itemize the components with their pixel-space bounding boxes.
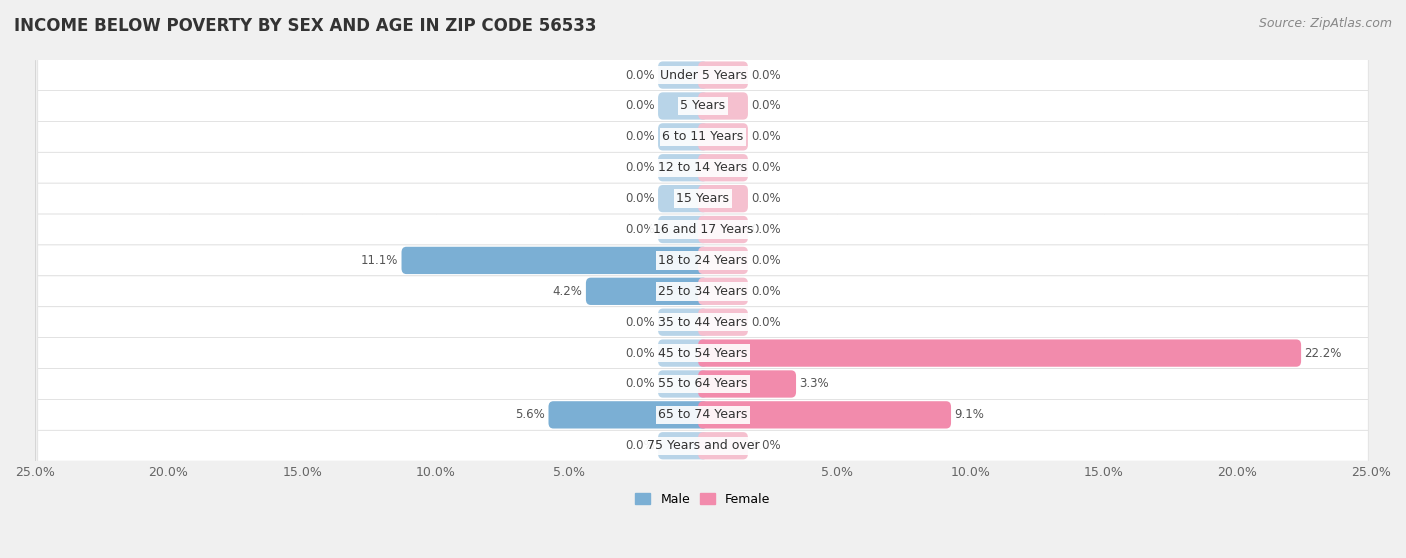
Text: 25 to 34 Years: 25 to 34 Years [658,285,748,298]
Text: 5 Years: 5 Years [681,99,725,113]
FancyBboxPatch shape [38,60,1368,90]
FancyBboxPatch shape [38,214,1368,245]
Text: 0.0%: 0.0% [751,69,780,81]
Text: 12 to 14 Years: 12 to 14 Years [658,161,748,174]
Text: 45 to 54 Years: 45 to 54 Years [658,347,748,359]
FancyBboxPatch shape [658,339,707,367]
Text: 0.0%: 0.0% [751,131,780,143]
Text: 0.0%: 0.0% [751,254,780,267]
FancyBboxPatch shape [658,371,707,398]
FancyBboxPatch shape [38,368,1368,400]
FancyBboxPatch shape [699,216,748,243]
FancyBboxPatch shape [658,61,707,89]
FancyBboxPatch shape [658,185,707,212]
FancyBboxPatch shape [699,61,748,89]
FancyBboxPatch shape [38,338,1368,368]
Text: 0.0%: 0.0% [751,192,780,205]
Text: 0.0%: 0.0% [626,316,655,329]
Text: 0.0%: 0.0% [751,223,780,236]
FancyBboxPatch shape [38,245,1368,276]
FancyBboxPatch shape [699,123,748,151]
FancyBboxPatch shape [699,401,950,429]
Text: 55 to 64 Years: 55 to 64 Years [658,377,748,391]
FancyBboxPatch shape [38,430,1368,461]
Text: 3.3%: 3.3% [799,377,828,391]
Text: 9.1%: 9.1% [955,408,984,421]
FancyBboxPatch shape [658,432,707,459]
FancyBboxPatch shape [699,339,1301,367]
Text: 0.0%: 0.0% [626,377,655,391]
FancyBboxPatch shape [699,278,748,305]
Text: 65 to 74 Years: 65 to 74 Years [658,408,748,421]
FancyBboxPatch shape [38,122,1368,152]
Text: 75 Years and over: 75 Years and over [647,439,759,452]
FancyBboxPatch shape [699,309,748,336]
Text: INCOME BELOW POVERTY BY SEX AND AGE IN ZIP CODE 56533: INCOME BELOW POVERTY BY SEX AND AGE IN Z… [14,17,596,35]
Text: 5.6%: 5.6% [516,408,546,421]
FancyBboxPatch shape [38,90,1368,122]
Text: 16 and 17 Years: 16 and 17 Years [652,223,754,236]
Text: 6 to 11 Years: 6 to 11 Years [662,131,744,143]
FancyBboxPatch shape [38,183,1368,214]
Text: 11.1%: 11.1% [361,254,398,267]
FancyBboxPatch shape [586,278,707,305]
FancyBboxPatch shape [699,247,748,274]
FancyBboxPatch shape [38,307,1368,338]
FancyBboxPatch shape [658,154,707,181]
Text: 4.2%: 4.2% [553,285,582,298]
Text: 0.0%: 0.0% [751,161,780,174]
Text: 22.2%: 22.2% [1305,347,1341,359]
FancyBboxPatch shape [699,432,748,459]
FancyBboxPatch shape [658,309,707,336]
FancyBboxPatch shape [548,401,707,429]
FancyBboxPatch shape [402,247,707,274]
Text: 0.0%: 0.0% [626,161,655,174]
FancyBboxPatch shape [699,185,748,212]
Legend: Male, Female: Male, Female [630,488,776,511]
Text: 0.0%: 0.0% [626,347,655,359]
Text: 0.0%: 0.0% [751,439,780,452]
Text: 0.0%: 0.0% [626,69,655,81]
FancyBboxPatch shape [658,123,707,151]
Text: 0.0%: 0.0% [751,99,780,113]
Text: 0.0%: 0.0% [751,316,780,329]
Text: 0.0%: 0.0% [626,131,655,143]
Text: 18 to 24 Years: 18 to 24 Years [658,254,748,267]
FancyBboxPatch shape [699,371,796,398]
Text: Under 5 Years: Under 5 Years [659,69,747,81]
Text: 0.0%: 0.0% [751,285,780,298]
FancyBboxPatch shape [699,92,748,119]
FancyBboxPatch shape [658,216,707,243]
FancyBboxPatch shape [38,276,1368,307]
Text: 15 Years: 15 Years [676,192,730,205]
FancyBboxPatch shape [658,92,707,119]
Text: 0.0%: 0.0% [626,192,655,205]
FancyBboxPatch shape [699,154,748,181]
Text: 0.0%: 0.0% [626,99,655,113]
FancyBboxPatch shape [38,152,1368,183]
Text: 0.0%: 0.0% [626,439,655,452]
Text: 0.0%: 0.0% [626,223,655,236]
FancyBboxPatch shape [38,400,1368,430]
Text: 35 to 44 Years: 35 to 44 Years [658,316,748,329]
Text: Source: ZipAtlas.com: Source: ZipAtlas.com [1258,17,1392,30]
